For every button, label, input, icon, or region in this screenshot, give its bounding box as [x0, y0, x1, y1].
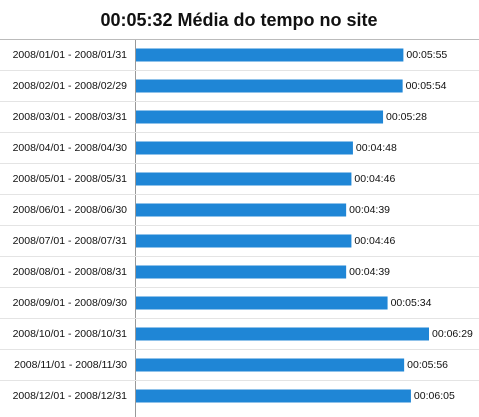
category-label: 2008/12/01 - 2008/12/31: [13, 390, 128, 402]
value-label: 00:05:34: [391, 297, 432, 309]
value-label: 00:04:46: [354, 173, 395, 185]
value-label: 00:04:46: [354, 235, 395, 247]
chart-title: 00:05:32 Média do tempo no site: [100, 10, 377, 30]
bar: [136, 203, 347, 217]
value-label: 00:05:56: [407, 359, 448, 371]
category-label: 2008/03/01 - 2008/03/31: [13, 111, 128, 123]
category-label: 2008/11/01 - 2008/11/30: [14, 359, 127, 371]
value-label: 00:05:55: [406, 49, 447, 61]
value-label: 00:04:39: [349, 266, 390, 278]
bar: [136, 110, 384, 124]
category-label: 2008/02/01 - 2008/02/29: [13, 80, 128, 92]
value-label: 00:04:48: [356, 142, 397, 154]
bar: [136, 389, 411, 403]
bar: [136, 79, 403, 93]
bar: [136, 172, 352, 186]
value-label: 00:06:05: [414, 390, 455, 402]
bar: [136, 296, 388, 310]
bar: [136, 358, 405, 372]
category-label: 2008/04/01 - 2008/04/30: [13, 142, 128, 154]
category-label: 2008/09/01 - 2008/09/30: [13, 297, 128, 309]
value-label: 00:04:39: [349, 204, 390, 216]
bar: [136, 265, 347, 279]
category-label: 2008/06/01 - 2008/06/30: [13, 204, 128, 216]
bar: [136, 327, 429, 341]
bar: [136, 48, 404, 62]
value-label: 00:05:28: [386, 111, 427, 123]
category-label: 2008/10/01 - 2008/10/31: [13, 328, 128, 340]
category-label: 2008/01/01 - 2008/01/31: [13, 49, 128, 61]
bar: [136, 141, 353, 155]
category-label: 2008/05/01 - 2008/05/31: [13, 173, 128, 185]
category-label: 2008/08/01 - 2008/08/31: [13, 266, 128, 278]
category-label: 2008/07/01 - 2008/07/31: [13, 235, 128, 247]
value-label: 00:05:54: [406, 80, 447, 92]
bar: [136, 234, 352, 248]
value-label: 00:06:29: [432, 328, 473, 340]
